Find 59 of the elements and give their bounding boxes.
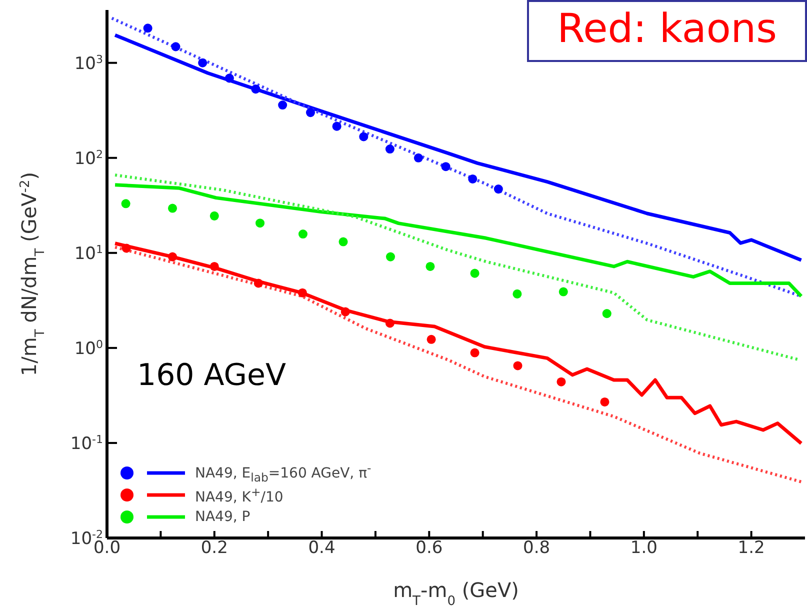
point (298, 288, 307, 298)
point (386, 252, 396, 262)
legend-label: NA49, E$_{lab}$=160 AGeV, π$^{-}$ (195, 461, 372, 485)
point (298, 230, 308, 239)
point (210, 262, 219, 271)
point (338, 237, 348, 246)
point (168, 252, 178, 262)
point (470, 348, 480, 358)
point (224, 74, 234, 83)
point (470, 268, 480, 278)
x-tick-label: 0.6 (416, 538, 443, 558)
point (256, 218, 265, 228)
x-tick-label: 1.2 (738, 538, 765, 558)
point (306, 108, 316, 118)
y-tick-label: 10$^{2}$ (74, 147, 103, 169)
point (385, 144, 394, 154)
y-tick-label: 10$^{-1}$ (70, 432, 103, 454)
y-tick-label: 10$^{0}$ (74, 337, 103, 359)
point (468, 174, 478, 184)
point (122, 244, 131, 253)
point (332, 122, 342, 131)
point (602, 309, 612, 318)
point (426, 262, 435, 271)
point (426, 334, 436, 344)
point (121, 199, 130, 208)
point (600, 397, 610, 406)
x-tick-label: 0.4 (308, 538, 336, 558)
x-axis-title: m$_{T}$-m$_{0}$ (GeV) (393, 578, 519, 607)
point (512, 289, 522, 298)
x-tick-label: 0.0 (93, 538, 121, 558)
point (513, 361, 522, 370)
y-tick-label: 10$^{1}$ (74, 242, 103, 264)
x-tick-label: 0.8 (523, 538, 550, 558)
annotation: 160 AGeV (137, 358, 286, 394)
y-tick-label: 10$^{3}$ (74, 52, 103, 74)
legend-label: NA49, P (195, 509, 250, 525)
point (143, 24, 152, 33)
point (441, 162, 450, 172)
point (171, 42, 180, 52)
annotation: Red: kaons (527, 0, 807, 62)
point (556, 377, 566, 386)
point (278, 100, 288, 110)
line-series (113, 242, 803, 446)
x-tick-label: 1.0 (630, 538, 658, 558)
point (558, 287, 568, 296)
point (385, 318, 394, 328)
point (168, 204, 178, 213)
point (198, 58, 208, 68)
line-series (114, 246, 803, 484)
point (414, 153, 423, 162)
point (494, 184, 503, 194)
line-series (113, 183, 803, 298)
point (210, 211, 219, 220)
point (340, 307, 350, 316)
legend-label: NA49, K$^{+}$/10 (195, 484, 284, 506)
point (359, 132, 368, 142)
x-tick-label: 0.2 (200, 538, 228, 558)
point (251, 84, 260, 94)
point (254, 278, 263, 288)
